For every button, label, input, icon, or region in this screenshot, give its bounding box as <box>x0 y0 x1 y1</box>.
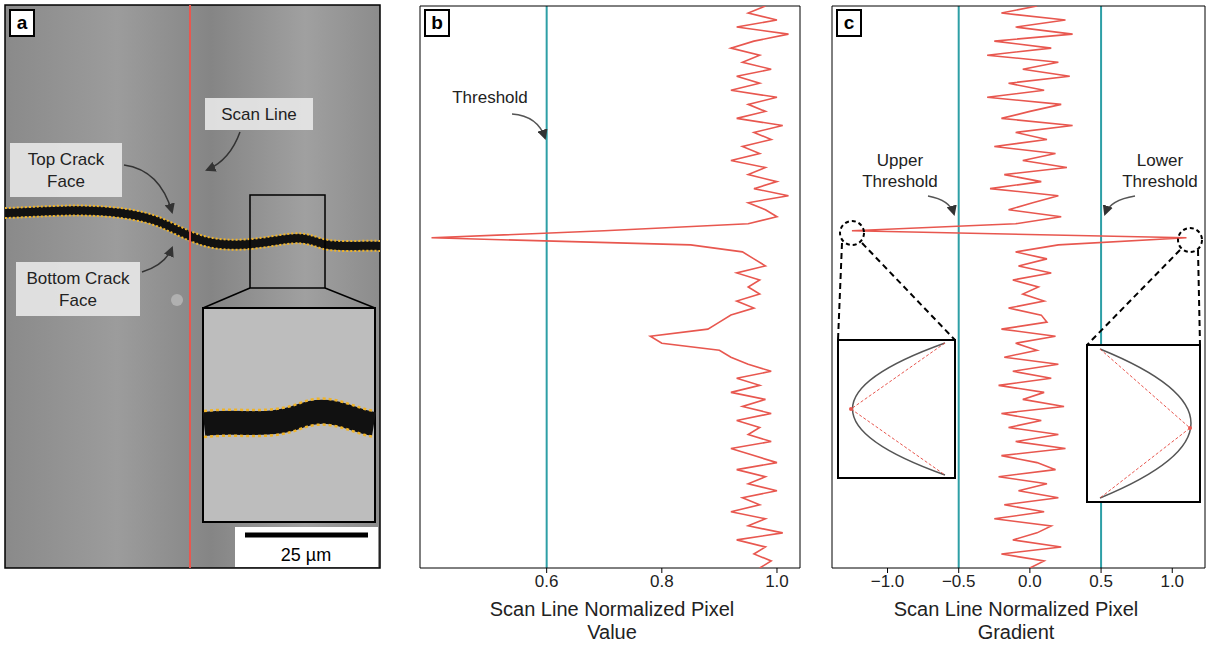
svg-text:Face: Face <box>59 291 97 310</box>
svg-text:0.5: 0.5 <box>1089 572 1113 591</box>
svg-text:Threshold: Threshold <box>1122 172 1198 191</box>
svg-text:Top Crack: Top Crack <box>28 150 105 169</box>
svg-text:Upper: Upper <box>877 151 924 170</box>
svg-text:Bottom Crack: Bottom Crack <box>27 269 130 288</box>
html-text:Scan Line Normalized Pixel Val: Scan Line Normalized Pixel Value <box>489 598 735 643</box>
svg-text:1.0: 1.0 <box>1160 572 1184 591</box>
svg-text:0.8: 0.8 <box>650 572 674 591</box>
svg-text:−1.0: −1.0 <box>871 572 905 591</box>
svg-text:−0.5: −0.5 <box>942 572 976 591</box>
svg-text:b: b <box>431 12 443 33</box>
svg-text:Threshold: Threshold <box>452 88 528 107</box>
svg-text:0.0: 0.0 <box>1018 572 1042 591</box>
svg-text:Scan Line: Scan Line <box>221 105 297 124</box>
svg-text:c: c <box>844 12 855 33</box>
svg-text:1.0: 1.0 <box>765 572 789 591</box>
svg-text:Threshold: Threshold <box>862 172 938 191</box>
svg-text:Face: Face <box>47 172 85 191</box>
svg-text:a: a <box>17 12 28 33</box>
svg-text:Lower: Lower <box>1137 151 1184 170</box>
html-text:Scan Line Normalized Pixel Gra: Scan Line Normalized Pixel Gradient <box>893 598 1139 643</box>
svg-text:25 µm: 25 µm <box>281 545 331 565</box>
svg-text:0.6: 0.6 <box>535 572 559 591</box>
